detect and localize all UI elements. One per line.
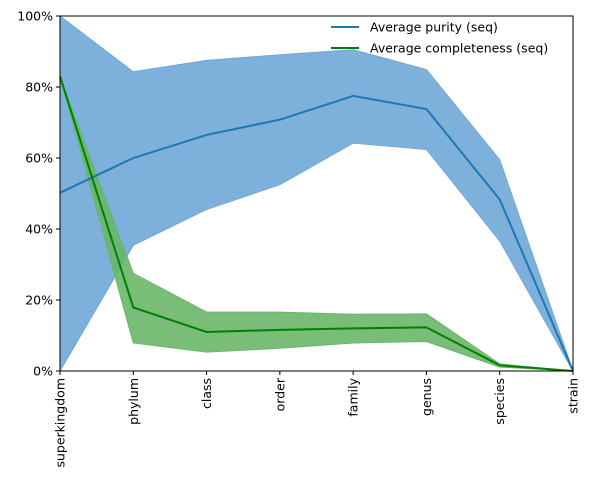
y-tick-label: 80% — [25, 80, 53, 95]
legend-label-purity: Average purity (seq) — [370, 20, 498, 35]
line-completeness — [59, 76, 574, 372]
y-tick-label: 0% — [33, 364, 53, 379]
x-tick-label: order — [272, 377, 287, 411]
x-tick-label: superkingdom — [53, 378, 68, 468]
legend-label-completeness: Average completeness (seq) — [370, 41, 548, 56]
y-tick-label: 20% — [25, 293, 53, 308]
legend: Average purity (seq) Average completenes… — [331, 20, 548, 56]
y-tick-label: 100% — [17, 9, 53, 24]
x-tick-label: species — [492, 378, 507, 425]
band-purity — [59, 14, 574, 373]
x-axis: superkingdom phylum class order family genus s… — [53, 371, 581, 468]
series-lines — [59, 76, 574, 372]
y-axis: 0% 20% 40% 60% 80% 100% — [17, 9, 60, 379]
x-tick-label: strain — [566, 378, 581, 414]
y-tick-label: 40% — [25, 222, 53, 237]
y-tick-label: 60% — [25, 151, 53, 166]
line-purity — [59, 94, 574, 372]
x-tick-label: phylum — [126, 378, 141, 425]
x-tick-label: genus — [419, 378, 434, 416]
plot-frame — [59, 15, 574, 372]
x-tick-label: class — [199, 378, 214, 409]
x-tick-label: family — [346, 377, 361, 416]
